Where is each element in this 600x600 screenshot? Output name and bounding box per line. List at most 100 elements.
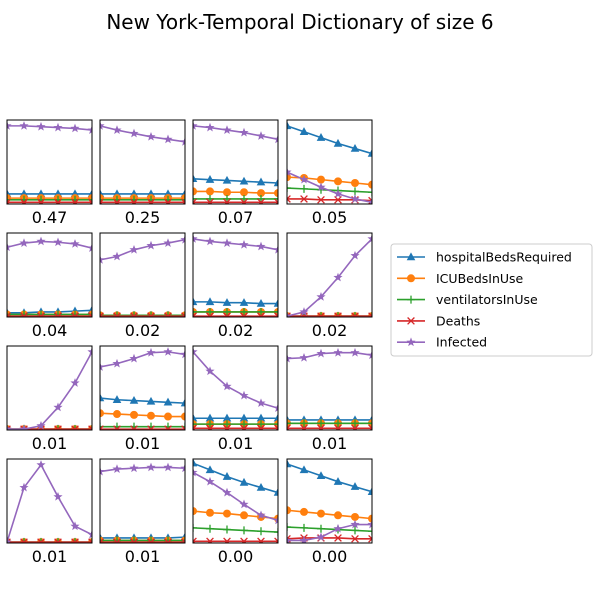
data-point-infected bbox=[19, 482, 29, 492]
data-point-infected bbox=[193, 347, 198, 356]
data-point-icubeds-in-use bbox=[113, 410, 121, 419]
data-point-ventilators-in-use bbox=[181, 311, 185, 317]
data-point-icubeds-in-use bbox=[206, 508, 214, 517]
data-point-deaths bbox=[54, 312, 62, 317]
data-point-infected bbox=[205, 122, 215, 132]
data-point-deaths bbox=[20, 312, 28, 317]
data-point-deaths bbox=[223, 424, 231, 430]
data-point-ventilators-in-use bbox=[164, 536, 172, 543]
data-point-infected bbox=[205, 236, 215, 246]
data-point-deaths bbox=[181, 538, 185, 543]
data-point-ventilators-in-use bbox=[368, 419, 372, 428]
data-point-infected bbox=[316, 182, 326, 192]
data-point-infected bbox=[287, 311, 292, 317]
data-point-infected bbox=[333, 523, 343, 533]
series-infected bbox=[7, 236, 92, 252]
data-point-infected bbox=[222, 238, 232, 247]
data-point-icubeds-in-use bbox=[317, 509, 325, 518]
panel-label: 0.01 bbox=[218, 434, 254, 453]
series-icubeds-in-use bbox=[287, 173, 372, 189]
data-point-ventilators-in-use bbox=[351, 526, 359, 535]
data-point-deaths bbox=[100, 425, 104, 430]
data-point-deaths bbox=[274, 312, 278, 317]
data-point-icubeds-in-use bbox=[181, 412, 185, 421]
data-point-ventilators-in-use bbox=[300, 419, 308, 428]
data-point-ventilators-in-use bbox=[193, 523, 197, 532]
data-point-infected bbox=[7, 424, 12, 430]
axes-frame bbox=[286, 119, 373, 205]
data-point-deaths bbox=[20, 538, 28, 543]
data-point-deaths bbox=[193, 424, 197, 430]
data-point-infected bbox=[87, 125, 92, 134]
data-point-deaths bbox=[206, 424, 214, 430]
data-point-ventilators-in-use bbox=[206, 307, 214, 316]
data-point-infected bbox=[333, 189, 343, 198]
data-point-deaths bbox=[334, 195, 342, 204]
data-point-deaths bbox=[368, 534, 372, 543]
data-point-infected bbox=[146, 462, 156, 472]
series-infected bbox=[287, 519, 372, 543]
series-line-icubeds-in-use bbox=[287, 509, 372, 520]
series-infected bbox=[287, 347, 372, 363]
data-point-deaths bbox=[193, 198, 197, 204]
data-point-icubeds-in-use bbox=[351, 512, 359, 521]
data-point-ventilators-in-use bbox=[147, 536, 155, 543]
data-point-infected bbox=[350, 519, 360, 529]
series-hospital-beds-required bbox=[100, 189, 185, 198]
data-point-hospital-beds-required bbox=[205, 297, 215, 306]
data-point-icubeds-in-use bbox=[300, 507, 308, 516]
axes-frame bbox=[286, 232, 373, 318]
data-point-deaths bbox=[206, 537, 214, 543]
data-point-deaths bbox=[71, 425, 79, 430]
data-point-deaths bbox=[223, 312, 231, 317]
series-infected bbox=[7, 121, 92, 134]
data-point-infected bbox=[53, 237, 63, 247]
series-deaths bbox=[287, 424, 372, 430]
axes-frame bbox=[192, 345, 279, 431]
series-hospital-beds-required bbox=[100, 393, 185, 407]
data-point-deaths bbox=[7, 312, 11, 317]
data-point-deaths bbox=[181, 425, 185, 430]
series-hospital-beds-required bbox=[193, 459, 278, 496]
series-line-icubeds-in-use bbox=[193, 190, 278, 194]
data-point-deaths bbox=[287, 424, 291, 430]
data-point-infected bbox=[256, 241, 266, 251]
series-line-infected bbox=[193, 125, 278, 141]
data-point-ventilators-in-use bbox=[193, 420, 197, 429]
data-point-infected bbox=[36, 460, 46, 469]
legend-marker bbox=[407, 295, 415, 304]
data-point-ventilators-in-use bbox=[240, 420, 248, 429]
legend-marker bbox=[407, 317, 415, 325]
series-line-infected bbox=[7, 463, 92, 543]
data-point-hospital-beds-required bbox=[193, 174, 198, 182]
subplot-panel: 0.07 bbox=[192, 119, 279, 227]
series-line-hospital-beds-required bbox=[7, 309, 92, 314]
data-point-deaths bbox=[130, 425, 138, 430]
data-point-ventilators-in-use bbox=[257, 527, 265, 536]
data-point-hospital-beds-required bbox=[205, 465, 215, 474]
data-point-hospital-beds-required bbox=[299, 465, 309, 474]
subplot-panel: 0.04 bbox=[6, 232, 93, 340]
data-point-ventilators-in-use bbox=[54, 310, 62, 317]
data-point-infected bbox=[193, 234, 198, 243]
subplot-panel: 0.00 bbox=[286, 458, 373, 566]
data-point-hospital-beds-required bbox=[273, 413, 278, 422]
data-point-infected bbox=[273, 245, 278, 254]
series-deaths bbox=[100, 538, 185, 543]
data-point-ventilators-in-use bbox=[20, 310, 28, 317]
data-point-infected bbox=[287, 535, 292, 543]
data-point-hospital-beds-required bbox=[222, 175, 232, 184]
data-point-deaths bbox=[113, 425, 121, 430]
axes-frame bbox=[99, 458, 186, 544]
axes-frame bbox=[6, 232, 93, 318]
series-hospital-beds-required bbox=[193, 413, 278, 422]
series-line-infected bbox=[287, 171, 372, 204]
legend-entry-ventilators-in-use: ventilatorsInUse bbox=[397, 292, 538, 307]
data-point-infected bbox=[146, 132, 156, 141]
series-line-infected bbox=[100, 125, 185, 143]
data-point-hospital-beds-required bbox=[350, 143, 360, 152]
series-line-hospital-beds-required bbox=[100, 536, 185, 539]
data-point-deaths bbox=[54, 198, 62, 204]
data-point-deaths bbox=[240, 537, 248, 543]
series-line-ventilators-in-use bbox=[287, 526, 372, 533]
